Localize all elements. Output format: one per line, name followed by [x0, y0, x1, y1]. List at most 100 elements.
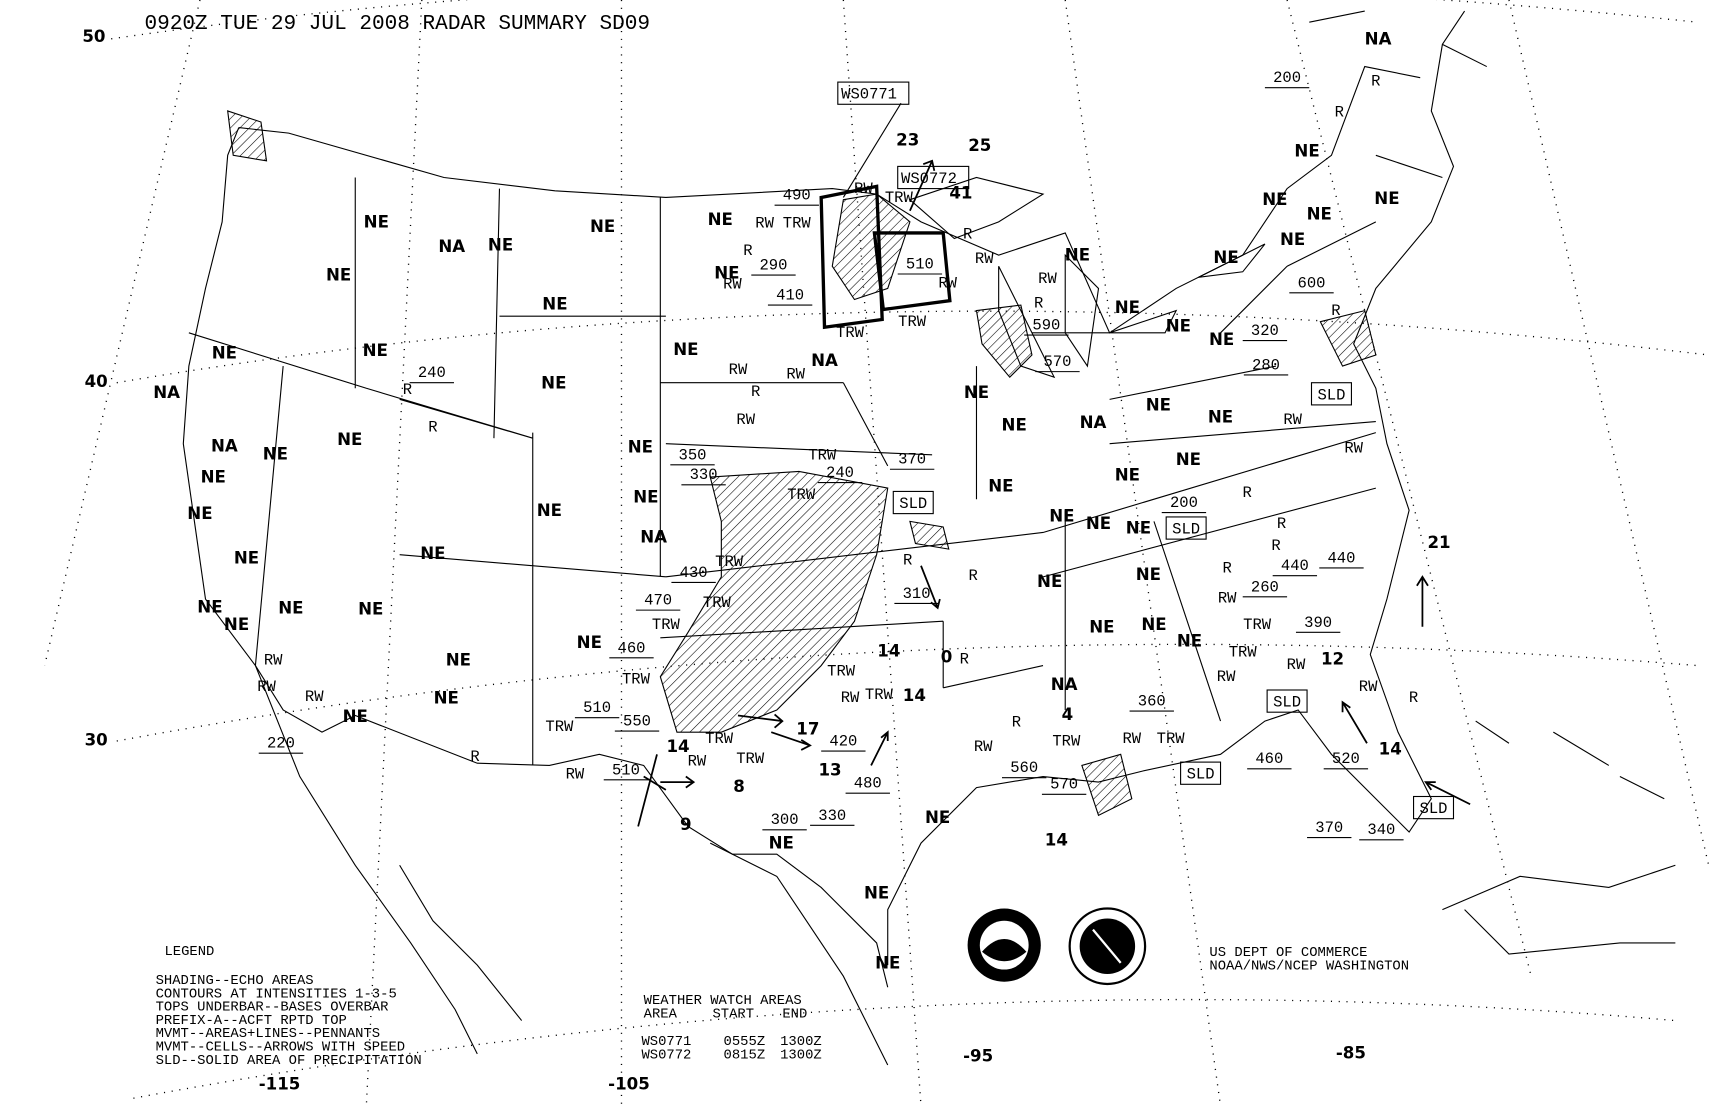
region-label: NE — [1166, 317, 1191, 336]
region-label: NE — [488, 236, 513, 255]
watch-table-cell: WS0772 — [641, 1047, 691, 1063]
sld-box — [1165, 516, 1207, 540]
region-label: NE — [1089, 617, 1114, 636]
precip-type-label: RW — [854, 180, 873, 198]
region-label: NE — [197, 597, 222, 616]
echo-top-label: 480 — [854, 775, 882, 793]
region-label: NE — [1280, 230, 1305, 249]
echo-top-label: 200 — [1170, 494, 1198, 512]
watch-table-cell: WS0771 — [641, 1034, 691, 1050]
region-label: NE — [988, 476, 1013, 495]
precip-type-label: RW — [688, 752, 707, 770]
region-label: NA — [640, 527, 667, 546]
cell-speed-label: 14 — [666, 737, 689, 756]
latitude-label: 40 — [85, 372, 108, 391]
cell-speed-label: 9 — [680, 815, 692, 834]
region-label: NE — [1374, 189, 1399, 208]
precip-type-label: RW — [264, 651, 283, 669]
precip-type-label: RW — [938, 274, 957, 292]
echo-top-label: 330 — [818, 807, 846, 825]
watch-box-ws0772 — [872, 231, 952, 312]
echo-top-label: 560 — [1010, 759, 1038, 777]
state-borders — [188, 177, 1377, 766]
precip-type-label: TRW — [808, 446, 837, 464]
arrow-icon — [770, 731, 812, 751]
echo-top-label: 390 — [1304, 614, 1332, 632]
echo-area-wi — [975, 304, 1033, 378]
echo-top-label: 460 — [618, 639, 646, 657]
precip-type-label: TRW — [1229, 644, 1258, 662]
echo-top-label: 260 — [1251, 578, 1279, 596]
precip-type-label: R — [963, 226, 972, 244]
precip-type-label: TRW — [736, 750, 765, 768]
echo-top-label: 300 — [771, 811, 799, 829]
region-label: NE — [446, 651, 471, 670]
echo-top-label: 600 — [1298, 274, 1326, 292]
region-label: NE — [769, 834, 794, 853]
region-label: NE — [343, 707, 368, 726]
precip-type-label: R — [743, 242, 752, 260]
echo-top-label: 460 — [1255, 750, 1283, 768]
region-label: NE — [1307, 205, 1332, 224]
cell-speed-label: 41 — [949, 184, 972, 203]
region-label: NE — [326, 266, 351, 285]
echo-top-label: 200 — [1273, 69, 1301, 87]
region-label: NE — [864, 884, 889, 903]
precip-type-label: TRW — [1157, 730, 1186, 748]
precip-type-label: R — [1335, 103, 1344, 121]
region-label: NE — [187, 504, 212, 523]
region-label: NE — [1126, 519, 1151, 538]
watch-label-ws0771: WS0771 — [841, 86, 897, 104]
arrow-icon — [920, 565, 941, 610]
precip-type-label: RW — [841, 689, 860, 707]
region-label: NE — [234, 549, 259, 568]
precip-type-label: RW — [305, 688, 324, 706]
coastlines-and-borders — [182, 10, 1676, 1066]
precip-type-label: TRW — [885, 189, 914, 207]
precip-type-label: R — [1271, 537, 1280, 555]
region-label: NA — [811, 351, 838, 370]
region-label: NA — [1080, 413, 1107, 432]
legend-heading: LEGEND — [164, 944, 214, 960]
region-label: NE — [420, 544, 445, 563]
echo-top-label: 290 — [760, 257, 788, 275]
arrow-icon — [870, 730, 889, 766]
movement-arrows — [637, 159, 1471, 827]
precip-type-label: TRW — [836, 324, 865, 342]
region-label: NE — [1136, 565, 1161, 584]
region-label: NA — [438, 237, 465, 256]
precip-type-label: RW — [1359, 678, 1378, 696]
watch-table-col-start: START — [712, 1006, 754, 1022]
longitude-label: -85 — [1336, 1043, 1366, 1062]
region-label: NE — [1294, 141, 1319, 160]
precip-type-label: TRW — [827, 663, 856, 681]
echo-top-label: 330 — [690, 466, 718, 484]
arrow-icon — [909, 159, 936, 212]
echo-areas — [227, 110, 1377, 817]
precip-type-label: TRW — [705, 730, 734, 748]
region-label: NE — [633, 488, 658, 507]
bahamas — [1475, 720, 1665, 800]
echo-top-label: 440 — [1281, 557, 1309, 575]
latitude-label: 30 — [85, 730, 108, 749]
echo-top-label: 510 — [906, 255, 934, 273]
precip-type-label: R — [1012, 714, 1021, 732]
region-label: NE — [434, 688, 459, 707]
region-label: NE — [337, 430, 362, 449]
watch-table-col-area: AREA — [644, 1006, 678, 1022]
region-label: NE — [1141, 615, 1166, 634]
echo-top-label: 510 — [612, 761, 640, 779]
region-label: NE — [1146, 395, 1171, 414]
credit-line: US DEPT OF COMMERCE — [1209, 945, 1367, 961]
longitude-label: -115 — [259, 1074, 301, 1093]
precip-type-label: RW — [975, 250, 994, 268]
region-label: NE — [263, 444, 288, 463]
precip-type-label: R — [470, 748, 479, 766]
region-label: NE — [1209, 330, 1234, 349]
arrow-icon — [1424, 781, 1471, 806]
region-label: NE — [1086, 514, 1111, 533]
region-label: NE — [673, 340, 698, 359]
sld-box — [1310, 382, 1352, 406]
precip-type-label: RW — [786, 365, 805, 383]
